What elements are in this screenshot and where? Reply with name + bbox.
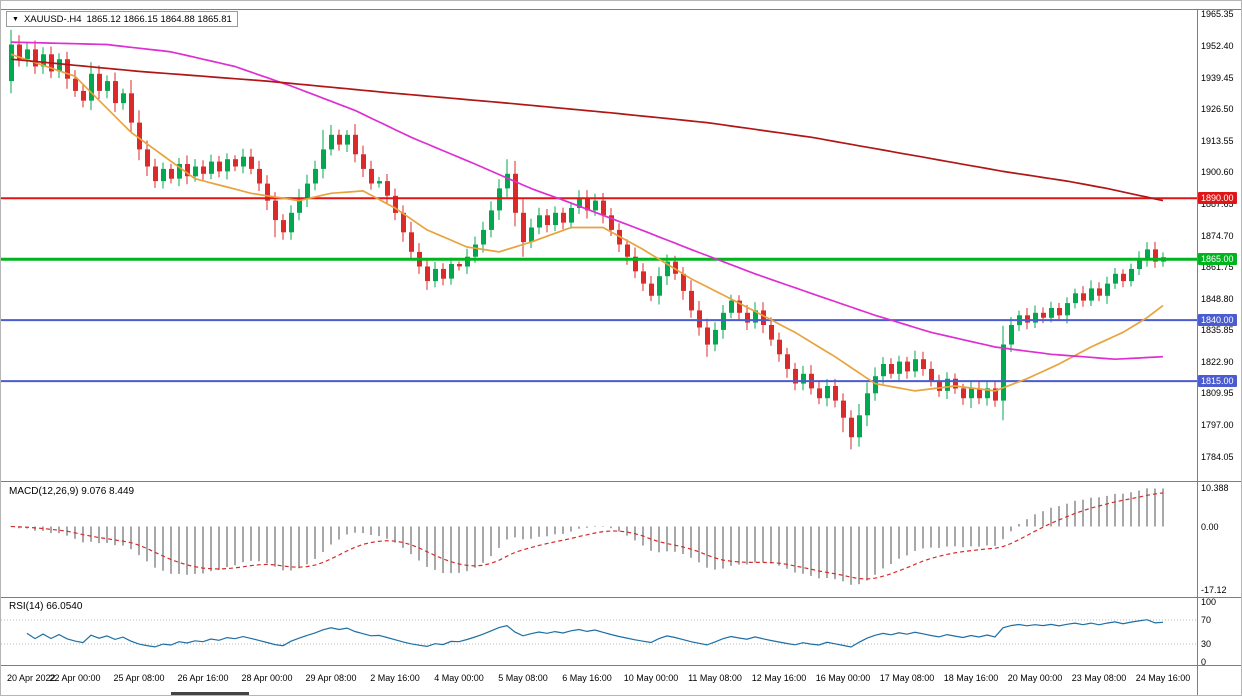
- macd-histogram: [10, 488, 1164, 585]
- price-tag-1840.00: 1840.00: [1198, 314, 1237, 327]
- time-axis-label: 24 May 16:00: [1135, 673, 1191, 683]
- price-axis-label: 1874.70: [1201, 230, 1234, 241]
- time-axis-separator: [1, 665, 1241, 666]
- price-axis-label: 1965.35: [1201, 9, 1234, 20]
- time-axis-label: 20 May 00:00: [1007, 673, 1063, 683]
- time-axis-label: 12 May 16:00: [751, 673, 807, 683]
- time-axis-label: 11 May 08:00: [688, 673, 742, 683]
- symbol-timeframe-label: XAUUSD-.H4: [23, 13, 82, 25]
- time-axis-label: 2 May 16:00: [370, 673, 420, 683]
- price-axis-label: 1835.85: [1201, 325, 1234, 336]
- rsi-axis-label: 0: [1201, 657, 1207, 667]
- rsi-name: RSI(14): [9, 601, 44, 612]
- price-axis-label: 1913.55: [1201, 135, 1234, 146]
- time-axis-label: 26 Apr 16:00: [177, 673, 229, 683]
- macd-panel-separator[interactable]: [1, 481, 1241, 482]
- price-axis-label: 1809.95: [1201, 388, 1234, 399]
- rsi-guide-lines: [1, 619, 1197, 645]
- time-axis-label: 25 Apr 08:00: [113, 673, 165, 683]
- macd-axis-label: 10.388: [1201, 483, 1229, 493]
- macd-name: MACD(12,26,9): [9, 486, 79, 497]
- price-tag-1815.00: 1815.00: [1198, 375, 1237, 388]
- collapse-triangle-icon[interactable]: ▼: [12, 15, 19, 23]
- horizontal-levels-group: [1, 197, 1197, 383]
- time-axis-label: 22 Apr 00:00: [49, 673, 101, 683]
- rsi-panel-chart: [1, 619, 1197, 648]
- macd-panel-chart: [10, 488, 1164, 585]
- price-axis-label: 1900.60: [1201, 167, 1234, 178]
- price-tag-1890.00: 1890.00: [1198, 192, 1237, 205]
- price-tag-1865.00: 1865.00: [1198, 253, 1237, 266]
- ohlc-values: 1865.12 1866.15 1864.88 1865.81: [86, 13, 232, 25]
- time-axis-label: 28 Apr 00:00: [241, 673, 293, 683]
- rsi-line: [26, 619, 1164, 648]
- price-axis-label: 1861.75: [1201, 262, 1234, 273]
- time-axis-label: 17 May 08:00: [879, 673, 935, 683]
- rsi-current-value: 66.0540: [46, 601, 83, 612]
- rsi-axis-label: 100: [1201, 597, 1217, 607]
- chart-title-overlay[interactable]: ▼ XAUUSD-.H4 1865.12 1866.15 1864.88 186…: [6, 11, 238, 27]
- time-axis-label: 29 Apr 08:00: [305, 673, 357, 683]
- macd-indicator-label: MACD(12,26,9) 9.076 8.449: [9, 486, 134, 497]
- candles-group: [9, 29, 1166, 450]
- macd-axis-label: 0.00: [1201, 521, 1219, 532]
- price-axis-label: 1848.80: [1201, 293, 1234, 304]
- time-axis-label: 18 May 16:00: [943, 673, 999, 683]
- main-price-chart[interactable]: [1, 10, 1197, 481]
- macd-axis-label: -17.12: [1201, 585, 1227, 595]
- price-axis-label: 1952.40: [1201, 41, 1234, 51]
- price-axis-separator: [1197, 9, 1198, 695]
- moving-averages-group: [10, 41, 1164, 392]
- horizontal-scrollbar-thumb[interactable]: [171, 692, 249, 695]
- time-axis-label: 5 May 08:00: [498, 673, 548, 683]
- time-axis-label: 4 May 00:00: [434, 673, 484, 683]
- price-axis-label: 1797.00: [1201, 420, 1234, 430]
- price-axis-label: 1926.50: [1201, 104, 1234, 115]
- rsi-axis-label: 30: [1201, 639, 1212, 649]
- time-axis-label: 10 May 00:00: [623, 673, 679, 683]
- time-axis-label: 23 May 08:00: [1071, 673, 1127, 683]
- price-axis-label: 1822.90: [1201, 356, 1234, 367]
- macd-current-values: 9.076 8.449: [81, 486, 135, 497]
- macd-signal-line: [10, 492, 1164, 580]
- rsi-panel-separator[interactable]: [1, 597, 1241, 598]
- chart-top-border: [1, 9, 1241, 10]
- rsi-indicator-label: RSI(14) 66.0540: [9, 601, 82, 612]
- time-axis-label: 6 May 16:00: [562, 673, 612, 683]
- rsi-axis-label: 70: [1201, 615, 1212, 625]
- price-axis-label: 1784.05: [1201, 451, 1234, 462]
- price-axis-label: 1939.45: [1201, 72, 1234, 83]
- time-axis-label: 16 May 00:00: [815, 673, 871, 683]
- time-axis-label: 20 Apr 2022: [7, 673, 56, 683]
